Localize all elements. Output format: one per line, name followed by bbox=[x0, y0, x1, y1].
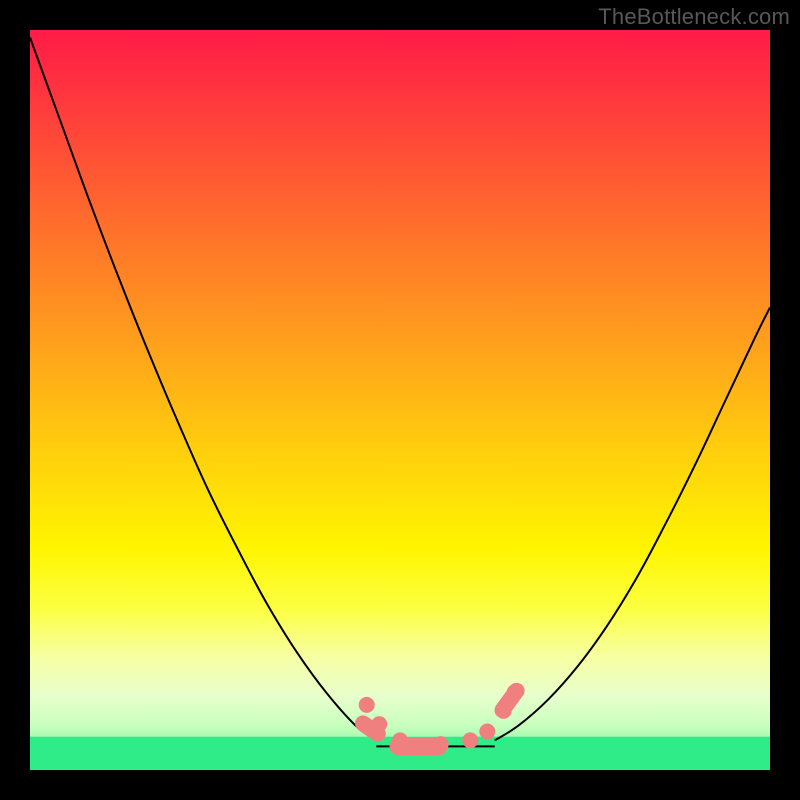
marker-dot bbox=[371, 716, 387, 732]
marker-dot bbox=[507, 684, 523, 700]
bottleneck-chart bbox=[0, 0, 800, 800]
marker-dot bbox=[392, 732, 408, 748]
marker-dot bbox=[433, 736, 449, 752]
plot-background bbox=[30, 30, 770, 770]
marker-dot bbox=[359, 697, 375, 713]
chart-stage: TheBottleneck.com bbox=[0, 0, 800, 800]
marker-dot bbox=[496, 703, 512, 719]
marker-dot bbox=[479, 724, 495, 740]
marker-dot bbox=[462, 732, 478, 748]
